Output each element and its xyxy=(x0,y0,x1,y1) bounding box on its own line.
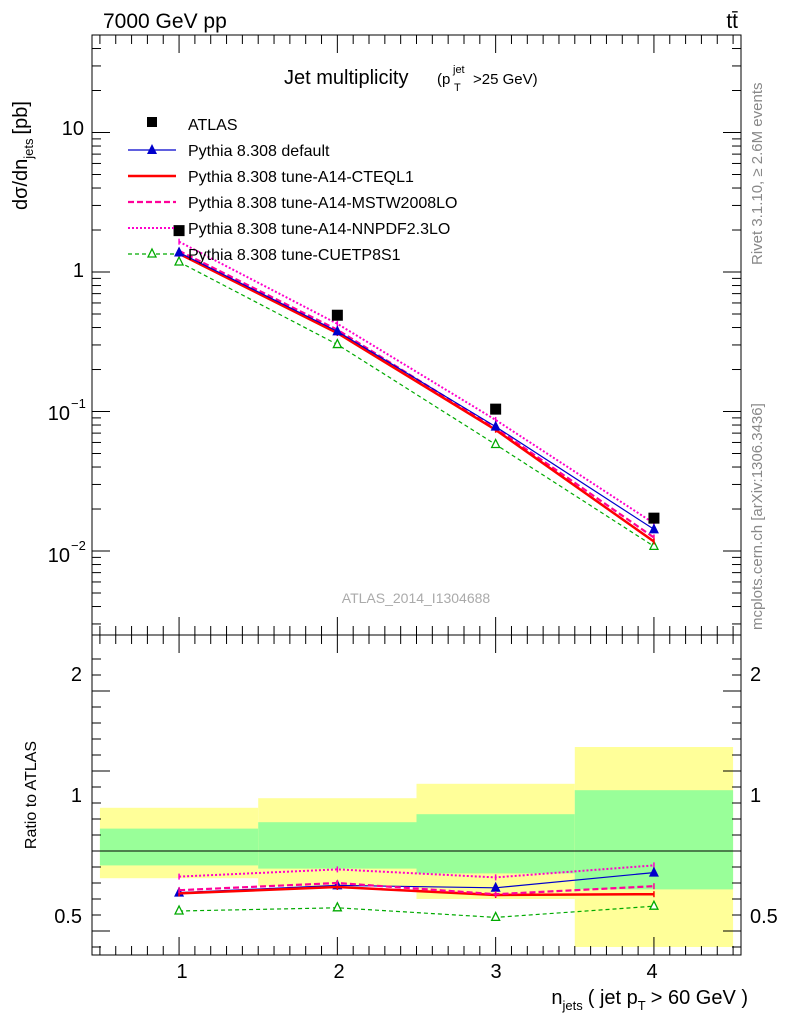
plot-title-cut-sub: T xyxy=(454,82,461,94)
main-cteql1-line xyxy=(178,252,655,543)
ratio-cteql1-line xyxy=(179,885,654,897)
xaxis-label: njets ( jet pT > 60 GeV ) xyxy=(551,987,748,1013)
main-ytick-label: 10 xyxy=(48,403,70,425)
main-cuetp8s1-point xyxy=(332,338,343,349)
plot-title-cut-suffix: >25 GeV) xyxy=(473,71,538,88)
ratio-cuetp8s1-point xyxy=(174,904,185,915)
ratio-ytick-label-right: 2 xyxy=(750,664,761,686)
main-cuetp8s1-point xyxy=(648,539,659,550)
ratio-ticks xyxy=(92,635,741,955)
plot-title-main: Jet multiplicity xyxy=(284,67,408,89)
legend-marker-cuetp8s1 xyxy=(146,247,158,258)
main-ytick-label: 1 xyxy=(73,260,84,282)
main-ylabel: dσ/dnjets [pb] xyxy=(10,101,36,210)
plot-title: Jet multiplicity xyxy=(284,67,408,89)
main-ylabel-unit: [pb] xyxy=(10,101,32,134)
main-ylabel-main: dσ/dn xyxy=(10,159,32,210)
ratio-ytick-label: 1 xyxy=(71,785,82,807)
svg-text:dσ/dnjets[pb]: dσ/dnjets [pb] xyxy=(10,101,36,210)
ratio-nnpdf-line xyxy=(179,864,654,879)
legend-label: Pythia 8.308 tune-A14-MSTW2008LO xyxy=(188,195,457,212)
main-ylabel-sub: jets xyxy=(21,138,36,160)
main-cuetp8s1-point xyxy=(174,255,185,266)
xtick-label: 1 xyxy=(176,961,187,983)
xlabel-end: > 60 GeV ) xyxy=(651,987,748,1009)
plot-title-cut: (p xyxy=(437,71,450,88)
legend: ATLAS Pythia 8.308 default Pythia 8.308 … xyxy=(128,117,457,264)
main-atlas-point xyxy=(648,512,660,524)
ratio-band-green xyxy=(99,828,259,866)
process-label: tt̄ xyxy=(726,10,738,33)
ratio-cuetp8s1-point xyxy=(490,910,501,922)
main-default-point xyxy=(174,246,185,257)
main-cuetp8s1-point xyxy=(490,438,501,449)
xlabel-main: n xyxy=(551,987,562,1009)
main-atlas-point xyxy=(173,225,185,237)
main-nnpdf-line xyxy=(178,240,655,525)
main-default-point xyxy=(332,325,343,336)
main-ytick-exp: −1 xyxy=(71,396,86,411)
xlabel-sub: jets xyxy=(562,998,584,1013)
legend-label: Pythia 8.308 tune-A14-CTEQL1 xyxy=(188,169,414,186)
main-cuetp8s1-line xyxy=(178,261,655,547)
xtick-label: 4 xyxy=(646,961,657,983)
ratio-default-point xyxy=(490,881,501,892)
main-ytick-exp: −2 xyxy=(71,538,86,553)
mcplots-label: mcplots.cern.ch [arXiv:1306.3436] xyxy=(749,403,766,630)
main-series xyxy=(173,225,660,550)
main-ytick-label: 10 xyxy=(62,118,84,140)
main-ticks xyxy=(92,34,741,635)
ratio-bands xyxy=(99,747,734,947)
ratio-band-green xyxy=(416,814,575,874)
legend-label: Pythia 8.308 default xyxy=(188,143,330,160)
ratio-ytick-label: 0.5 xyxy=(54,906,82,928)
main-atlas-point xyxy=(331,309,343,321)
legend-label: Pythia 8.308 tune-A14-NNPDF2.3LO xyxy=(188,221,450,238)
ratio-cuetp8s1-point xyxy=(332,901,343,912)
xlabel-mid: ( jet p xyxy=(588,987,638,1009)
legend-label: Pythia 8.308 tune-CUETP8S1 xyxy=(188,247,401,264)
xtick-label: 3 xyxy=(490,961,501,983)
ratio-ytick-label-right: 0.5 xyxy=(750,906,778,928)
ratio-mstw-line xyxy=(179,881,654,896)
ratio-ylabel: Ratio to ATLAS xyxy=(23,741,40,849)
ratio-cuetp8s1-point xyxy=(648,899,659,910)
main-mstw-line xyxy=(178,249,655,539)
main-default-point xyxy=(648,523,659,534)
legend-marker-atlas xyxy=(147,117,157,127)
main-ytick-label: 10 xyxy=(48,545,70,567)
plot-title-cut-prefix: (p xyxy=(437,71,450,88)
main-default-point xyxy=(490,420,501,431)
ratio-ytick-label-right: 1 xyxy=(750,785,761,807)
ratio-ytick-label: 2 xyxy=(71,664,82,686)
analysis-label: ATLAS_2014_I1304688 xyxy=(342,590,491,606)
main-default-line xyxy=(178,251,655,530)
legend-label: ATLAS xyxy=(188,117,238,134)
main-atlas-point xyxy=(490,403,502,415)
ratio-default-point xyxy=(648,866,659,877)
xlabel-sub2: T xyxy=(638,998,646,1013)
main-plot: Jet multiplicity (p jet T >25 GeV) dσ/dn… xyxy=(10,34,742,636)
rivet-label: Rivet 3.1.10, ≥ 2.6M events xyxy=(749,83,766,266)
energy-label: 7000 GeV pp xyxy=(103,10,227,33)
legend-marker-default xyxy=(147,144,157,154)
ratio-cuetp8s1-line xyxy=(179,905,654,919)
ratio-series xyxy=(174,862,659,922)
ratio-band-green xyxy=(258,822,417,869)
xtick-label: 2 xyxy=(333,961,344,983)
plot-title-cut-sup: jet xyxy=(452,64,465,76)
ratio-plot: 0.5 1 2 0.5 1 2 1 2 3 4 Ratio to ATLAS n… xyxy=(23,634,778,1013)
